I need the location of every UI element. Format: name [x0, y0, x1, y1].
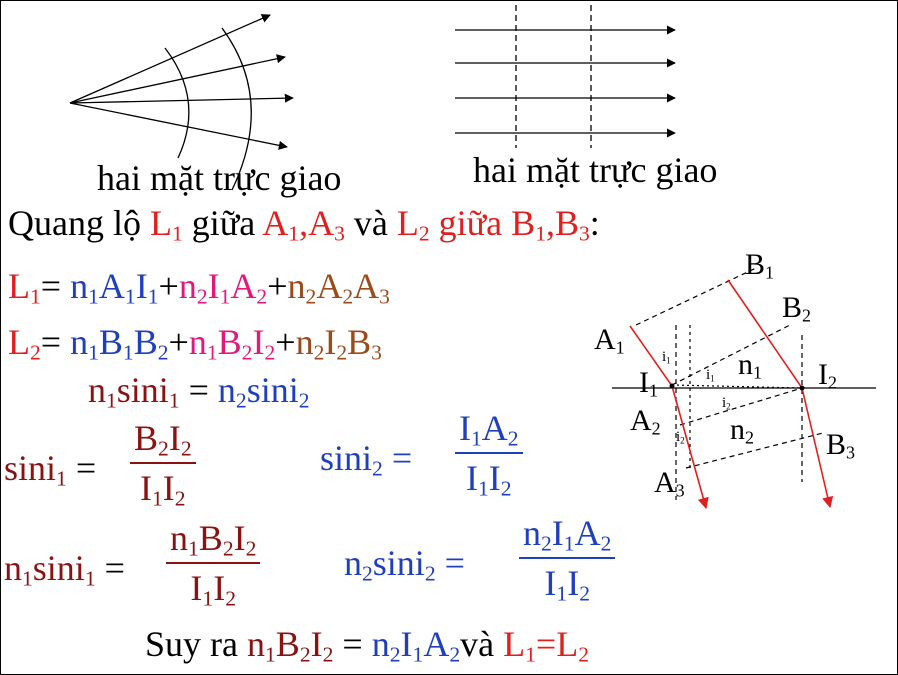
frac2-lhs: sini2 = — [320, 438, 413, 481]
label-i1-a: i1 — [662, 349, 671, 366]
label-i1-b: i1 — [706, 367, 715, 384]
frac3-lhs: n1sini1 = — [4, 548, 125, 591]
heading-L1: L1 — [149, 203, 183, 246]
refraction-diagram — [612, 267, 876, 510]
label-I1: I1 — [639, 366, 658, 401]
label-n2: n2 — [730, 413, 754, 448]
caption-right: hai mặt trực giao — [473, 150, 718, 190]
label-i2-b: i2 — [676, 429, 685, 446]
heading-giua-1: giữa — [182, 203, 263, 243]
heading-text: Quang lộ — [8, 203, 150, 243]
label-B3: B3 — [826, 428, 856, 463]
label-B1: B1 — [745, 248, 775, 283]
label-A3: A3 — [654, 466, 685, 501]
frac2: I1A2 I1I2 — [455, 410, 523, 499]
label-A2: A2 — [630, 404, 661, 439]
equation-L2: L2= n1B1B2+n1B2I2+n2I2B3 — [8, 322, 382, 365]
heading-L2-segment: L2 giữa B1,B3 — [396, 203, 590, 246]
heading-colon: : — [589, 203, 600, 243]
diverging-rays-figure — [69, 14, 294, 191]
heading-line: Quang lộ L1 giữa A1,A3 và L2 giữa B1,B3: — [8, 203, 600, 246]
frac1: B2I2 I1I2 — [130, 420, 196, 509]
label-n1: n1 — [738, 348, 762, 383]
snell-law: n1sini1 = n2sini2 — [88, 370, 310, 413]
conclusion: Suy ra n1B2I2 = n2I1A2và L1=L2 — [145, 624, 589, 667]
frac3: n1B2I2 I1I2 — [166, 520, 261, 609]
frac1-lhs: sini1 = — [4, 448, 97, 491]
label-A1: A1 — [594, 323, 625, 358]
equation-L1: L1= n1A1I1+n2I1A2+n2A2A3 — [8, 266, 390, 309]
label-B2: B2 — [782, 291, 812, 326]
frac4-lhs: n2sini2 = — [344, 543, 465, 586]
caption-left: hai mặt trực giao — [97, 158, 342, 198]
label-I2: I2 — [818, 358, 837, 393]
parallel-rays-figure — [455, 5, 676, 148]
frac4: n2I1A2 I1I2 — [519, 515, 616, 604]
heading-va: và — [344, 203, 397, 243]
heading-A1A3: A1,A3 — [262, 203, 345, 246]
label-i2-a: i2 — [722, 395, 731, 412]
